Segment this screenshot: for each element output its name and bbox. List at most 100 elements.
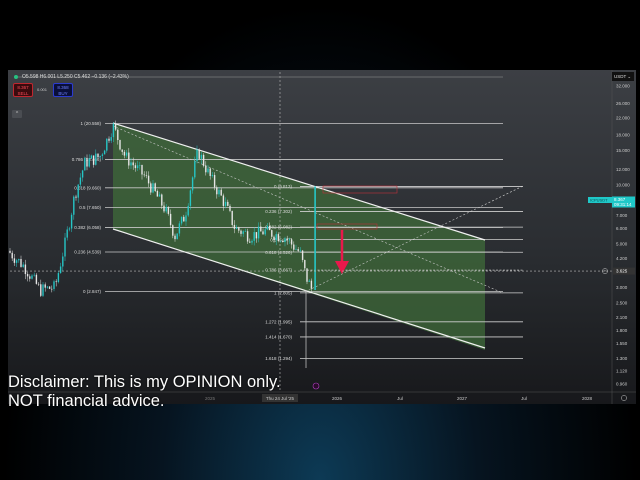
sell-button[interactable]: 8.367 SELL (13, 83, 33, 97)
fib-extension-label: 0.236 (7.302) (265, 209, 292, 214)
candle (33, 274, 35, 276)
candle (66, 229, 68, 238)
candle (55, 281, 57, 283)
candle (200, 154, 203, 159)
candle (275, 234, 277, 241)
settings-icon (621, 395, 627, 401)
candle (152, 183, 154, 193)
candle (20, 259, 22, 267)
price-tick-label: 0.960 (616, 382, 628, 387)
projection-line (304, 185, 524, 293)
candle (24, 264, 27, 275)
candle (112, 123, 115, 138)
candle (266, 225, 269, 230)
candle (279, 240, 282, 242)
candle (297, 249, 299, 251)
candle (53, 281, 55, 289)
candle (180, 216, 183, 224)
candle (40, 284, 42, 296)
candle (154, 183, 156, 191)
candle (169, 213, 172, 226)
crosshair-price-bg (613, 267, 635, 275)
fib-extension-label: 1 (2.805) (274, 290, 293, 295)
crosshair-price-label: 3.625 (616, 269, 628, 274)
currency-selector[interactable]: USDT ⌄ (612, 72, 634, 81)
candle (121, 149, 123, 152)
channel-upper-line (112, 122, 486, 241)
candle (196, 149, 198, 162)
candle (231, 210, 233, 225)
disclaimer-line-2: NOT financial advice. (8, 392, 165, 410)
buy-button[interactable]: 8.368 BUY (53, 83, 73, 97)
candle (35, 274, 38, 284)
candle (97, 153, 99, 158)
market-status-icon (14, 75, 18, 79)
price-tick-label: 18.000 (616, 132, 630, 137)
candle (211, 175, 214, 176)
candle (95, 153, 97, 165)
price-tick-label: 1.800 (616, 328, 628, 333)
candle (46, 286, 49, 288)
candle (48, 286, 51, 289)
candle (198, 149, 200, 159)
collapse-legend-button[interactable]: ^ (12, 110, 22, 118)
candle (185, 215, 187, 222)
price-tick-label: 12.000 (616, 167, 630, 172)
candle (222, 195, 225, 206)
candle (84, 157, 86, 171)
candle (290, 239, 293, 245)
candle (264, 229, 266, 235)
candle (51, 288, 53, 290)
candle (79, 177, 82, 185)
fib-level-label: 0.236 (4.539) (74, 250, 101, 255)
buy-price: 8.368 (57, 85, 69, 90)
candle (158, 194, 161, 197)
candle (139, 165, 141, 166)
candle (11, 252, 13, 259)
event-marker-icon (312, 382, 320, 390)
disclaimer: Disclaimer: This is my OPINION only. NOT … (8, 373, 281, 411)
fib-extension-label: 0 (9.813) (274, 184, 293, 189)
price-tick-label: 2.100 (616, 315, 628, 320)
ohlc-readout: O5.598 H6.001 L5.250 C5.462 −0.136 (−2.4… (22, 74, 129, 80)
bar-countdown: 09:31:14 (614, 202, 632, 207)
fib-level-label: 0.5 (7.650) (79, 205, 101, 210)
candle (227, 201, 229, 206)
symbol-tag-bg (588, 197, 612, 204)
price-tick-label: 1.550 (616, 341, 628, 346)
candle (143, 174, 145, 176)
candle (18, 259, 20, 261)
candle (150, 183, 152, 193)
candle (189, 190, 192, 206)
fib-level-label: 0 (2.847) (83, 289, 102, 294)
candle (284, 238, 286, 242)
price-tick-label: 6.000 (616, 226, 628, 231)
candle (253, 232, 255, 241)
price-tick-label: 7.000 (616, 213, 628, 218)
candle (255, 232, 258, 239)
candle (68, 228, 71, 230)
plus-icon: + (604, 269, 607, 274)
candle (306, 268, 308, 282)
fib-extension-label: 0.786 (3.667) (265, 268, 292, 273)
candle (90, 155, 93, 159)
candle (229, 205, 231, 211)
candle (9, 250, 11, 253)
candle (26, 274, 29, 277)
candle (268, 225, 271, 231)
fib-extension-label: 0.618 (4.526) (265, 250, 292, 255)
candle (117, 129, 119, 141)
price-tick-label: 5.000 (616, 241, 628, 246)
candle (62, 256, 64, 267)
candle (88, 158, 90, 167)
candle (202, 154, 205, 166)
candle (134, 165, 137, 169)
fib-extension-label: 0.5 (5.247) (270, 237, 292, 242)
fib-extension-label: 0.382 (6.082) (265, 225, 292, 230)
candle (29, 276, 31, 279)
candle (238, 227, 240, 231)
candle (246, 231, 249, 242)
candle (293, 244, 295, 250)
candle (240, 230, 242, 234)
